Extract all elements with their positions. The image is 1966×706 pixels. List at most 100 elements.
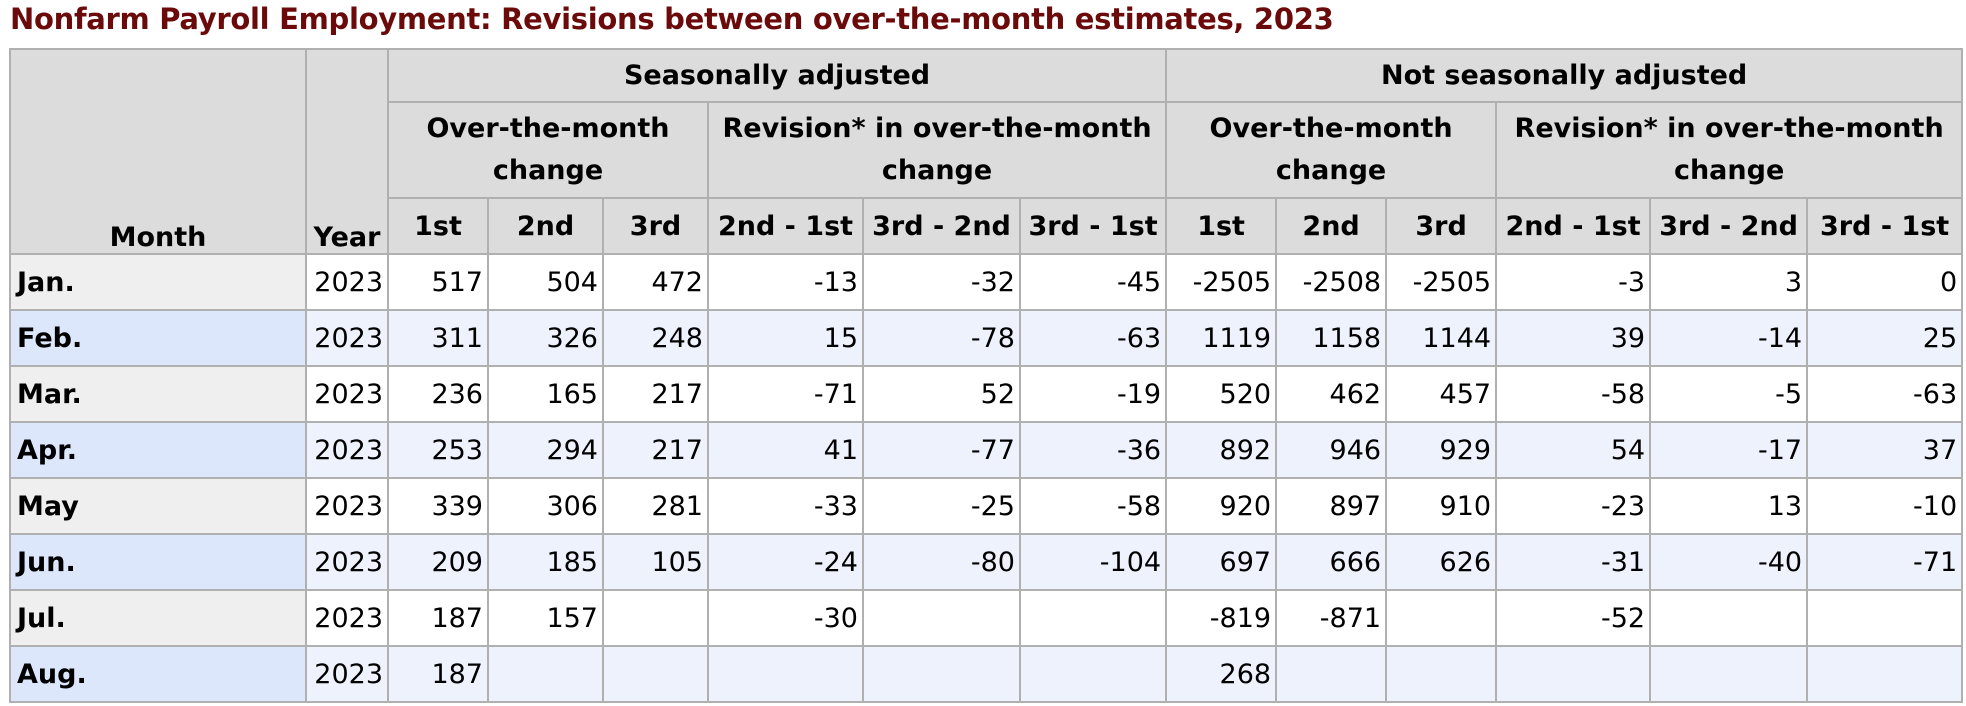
value-cell: 666 [1275, 533, 1388, 591]
value-cell: 697 [1165, 533, 1278, 591]
header-nsa-over-the-month: Over-the-month change [1165, 101, 1498, 199]
header-sa-over-the-month: Over-the-month change [387, 101, 709, 199]
value-cell: 294 [487, 421, 604, 479]
value-cell: -2505 [1385, 253, 1498, 311]
value-cell [1385, 645, 1498, 703]
month-cell: Jan. [9, 253, 307, 311]
year-cell: 2023 [305, 589, 389, 647]
value-cell: -77 [862, 421, 1021, 479]
value-cell [862, 645, 1021, 703]
value-cell: 248 [602, 309, 709, 367]
value-cell: 209 [387, 533, 489, 591]
value-cell: 920 [1165, 477, 1278, 535]
value-cell [1275, 645, 1388, 703]
value-cell [1018, 589, 1168, 647]
value-cell: -71 [707, 365, 864, 423]
value-cell: 217 [602, 365, 709, 423]
subheader-cell: 1st [1165, 197, 1278, 255]
value-cell: 897 [1275, 477, 1388, 535]
value-cell [1385, 589, 1498, 647]
table-row: Jul. 2023 187 157 -30 -819 -871 -52 [9, 589, 1964, 647]
value-cell: 520 [1165, 365, 1278, 423]
subheader-cell: 2nd - 1st [707, 197, 864, 255]
value-cell: -36 [1018, 421, 1168, 479]
value-cell: 929 [1385, 421, 1498, 479]
value-cell: 15 [707, 309, 864, 367]
value-cell: -2505 [1165, 253, 1278, 311]
value-cell [1495, 645, 1652, 703]
value-cell: 326 [487, 309, 604, 367]
value-cell: 946 [1275, 421, 1388, 479]
value-cell: -45 [1018, 253, 1168, 311]
header-year: Year [305, 48, 389, 255]
value-cell: 165 [487, 365, 604, 423]
value-cell: -52 [1495, 589, 1652, 647]
revisions-table: Month Year Seasonally adjusted Not seaso… [9, 48, 1964, 703]
value-cell: 339 [387, 477, 489, 535]
value-cell: 472 [602, 253, 709, 311]
value-cell: -2508 [1275, 253, 1388, 311]
subheader-cell: 3rd - 1st [1806, 197, 1964, 255]
header-seasonally-adjusted: Seasonally adjusted [386, 48, 1168, 103]
month-cell: Apr. [9, 421, 307, 479]
subheader-cell: 3rd - 2nd [862, 197, 1021, 255]
value-cell: 25 [1806, 309, 1964, 367]
value-cell [602, 645, 709, 703]
value-cell: 462 [1275, 365, 1388, 423]
month-cell: Jun. [9, 533, 307, 591]
value-cell: 910 [1385, 477, 1498, 535]
subheader-cell: 3rd [1385, 197, 1498, 255]
value-cell: 892 [1165, 421, 1278, 479]
value-cell: 1144 [1385, 309, 1498, 367]
value-cell: 626 [1385, 533, 1498, 591]
value-cell [1806, 589, 1964, 647]
value-cell: 13 [1649, 477, 1809, 535]
value-cell: 457 [1385, 365, 1498, 423]
value-cell: 268 [1165, 645, 1278, 703]
value-cell: 41 [707, 421, 864, 479]
month-cell: Mar. [9, 365, 307, 423]
table-row: May 2023 339 306 281 -33 -25 -58 920 897 910 -23 13-… [9, 477, 1964, 535]
value-cell: -5 [1649, 365, 1809, 423]
year-cell: 2023 [305, 309, 389, 367]
value-cell: -63 [1018, 309, 1168, 367]
value-cell: -58 [1018, 477, 1168, 535]
value-cell: -25 [862, 477, 1021, 535]
header-sa-revision: Revision* in over-the-month change [706, 101, 1168, 199]
value-cell: -104 [1018, 533, 1168, 591]
value-cell: 39 [1495, 309, 1652, 367]
value-cell: 187 [387, 645, 489, 703]
value-cell: 105 [602, 533, 709, 591]
value-cell [862, 589, 1021, 647]
year-cell: 2023 [305, 253, 389, 311]
value-cell: -23 [1495, 477, 1652, 535]
month-cell: May [9, 477, 307, 535]
value-cell: 52 [862, 365, 1021, 423]
value-cell: -19 [1018, 365, 1168, 423]
value-cell: 281 [602, 477, 709, 535]
subheader-cell: 3rd - 1st [1018, 197, 1168, 255]
subheader-cell: 2nd [487, 197, 604, 255]
value-cell: 3 [1649, 253, 1809, 311]
year-cell: 2023 [305, 533, 389, 591]
value-cell: -819 [1165, 589, 1278, 647]
value-cell: 236 [387, 365, 489, 423]
value-cell: 253 [387, 421, 489, 479]
value-cell: 1158 [1275, 309, 1388, 367]
subheader-cell: 2nd [1275, 197, 1388, 255]
value-cell: 517 [387, 253, 489, 311]
value-cell: -871 [1275, 589, 1388, 647]
value-cell: -40 [1649, 533, 1809, 591]
value-cell: 0 [1806, 253, 1964, 311]
value-cell: 187 [387, 589, 489, 647]
year-cell: 2023 [305, 421, 389, 479]
year-cell: 2023 [305, 477, 389, 535]
value-cell: 217 [602, 421, 709, 479]
value-cell: -13 [707, 253, 864, 311]
header-month: Month [9, 48, 307, 255]
month-cell: Jul. [9, 589, 307, 647]
value-cell [602, 589, 709, 647]
header-not-seasonally-adjusted: Not seasonally adjusted [1165, 48, 1964, 103]
subheader-cell: 1st [387, 197, 489, 255]
value-cell: 504 [487, 253, 604, 311]
